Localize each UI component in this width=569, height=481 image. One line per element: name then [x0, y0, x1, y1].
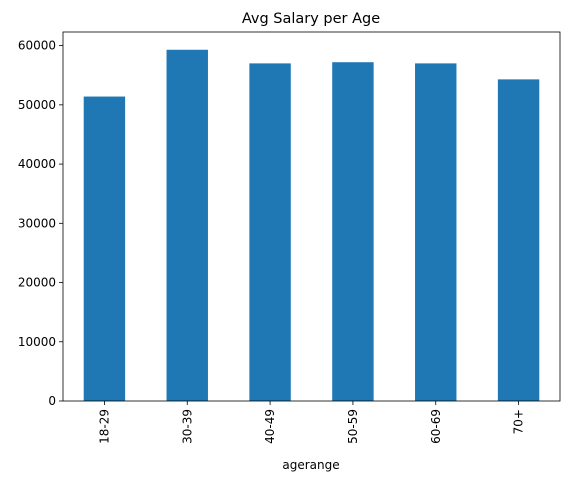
x-tick-label: 50-59 — [346, 409, 360, 444]
x-tick-label: 30-39 — [180, 409, 194, 444]
bar-30-39 — [166, 49, 208, 402]
y-tick-label: 50000 — [18, 98, 56, 112]
y-tick-label: 60000 — [18, 39, 56, 53]
axes-frame — [62, 31, 561, 402]
x-axis-label: agerange — [282, 458, 339, 472]
y-tick-label: 10000 — [18, 335, 56, 349]
chart-title: Avg Salary per Age — [242, 11, 380, 27]
y-tick-label: 30000 — [18, 216, 56, 230]
bar-18-29 — [83, 96, 126, 401]
y-tick-label: 20000 — [18, 276, 56, 290]
x-tick-label: 18-29 — [97, 409, 111, 444]
y-tick-label: 0 — [48, 394, 56, 408]
x-tick-label: 70+ — [512, 409, 526, 434]
bar-50-59 — [332, 62, 374, 402]
bar-70+ — [497, 79, 540, 401]
bar-60-69 — [415, 63, 457, 401]
x-tick-label: 60-69 — [429, 409, 443, 444]
plot-area: 0 10000 20000 30000 40000 50000 60000 18-29 30-3… — [18, 31, 561, 444]
y-tick-label: 40000 — [18, 157, 56, 171]
bar-40-49 — [249, 63, 291, 401]
x-tick-label: 40-49 — [263, 409, 277, 444]
